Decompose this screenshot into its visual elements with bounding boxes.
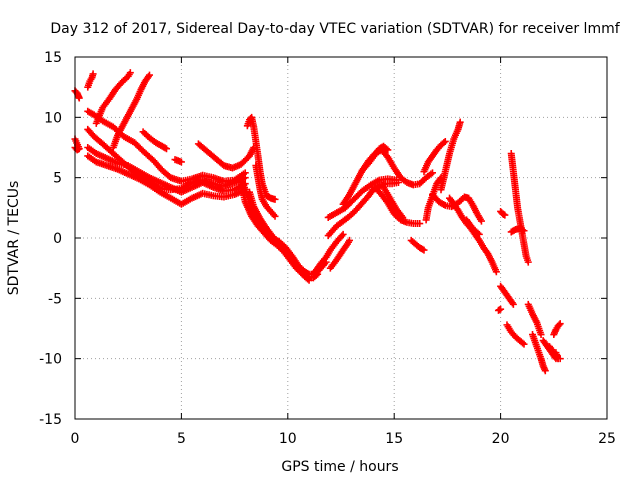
y-tick-label: -5 <box>48 291 62 307</box>
data-point <box>346 236 354 244</box>
data-point <box>524 258 532 266</box>
data-point <box>177 158 185 166</box>
series-track-10 <box>139 128 171 153</box>
data-point <box>541 367 549 375</box>
data-point <box>419 245 427 253</box>
x-axis-label: GPS time / hours <box>281 459 398 475</box>
data-point <box>338 232 346 240</box>
data-point <box>520 340 528 348</box>
series-track-18 <box>309 258 330 281</box>
data-point <box>271 195 279 203</box>
series-track-19 <box>326 236 354 272</box>
data-point <box>145 71 153 79</box>
data-point <box>392 176 400 184</box>
data-point <box>75 94 83 102</box>
series-track-31 <box>446 194 500 276</box>
series-track-43 <box>550 320 564 339</box>
series-track-38 <box>507 224 528 236</box>
data-point <box>416 220 424 228</box>
data-point <box>305 276 313 284</box>
y-tick-labels: -15 -10 -5 0 5 10 15 <box>39 50 62 428</box>
data-point <box>441 137 449 145</box>
chart-title: Day 312 of 2017, Sidereal Day-to-day VTE… <box>50 21 620 37</box>
series-track-21 <box>324 175 400 221</box>
y-tick-label: -10 <box>39 352 62 368</box>
series-track-44 <box>552 349 564 363</box>
data-point <box>475 230 483 238</box>
data-point <box>520 227 528 235</box>
data-point <box>440 139 448 147</box>
data-point <box>519 339 527 347</box>
y-axis-label: SDTVAR / TECUs <box>6 181 22 296</box>
series-track-25 <box>380 183 407 221</box>
series-track-8 <box>92 69 134 127</box>
y-tick-label: -15 <box>39 412 62 428</box>
series-track-23 <box>358 142 392 174</box>
data-point <box>271 212 279 220</box>
x-tick-label: 20 <box>492 431 510 447</box>
data-point <box>537 331 545 339</box>
series-track-34 <box>497 282 517 308</box>
data-point <box>89 70 97 78</box>
x-tick-label: 15 <box>385 431 403 447</box>
data-point <box>497 305 505 313</box>
data-point <box>509 300 517 308</box>
data-point <box>556 320 564 328</box>
y-tick-label: 10 <box>44 110 62 126</box>
data-point <box>339 230 347 238</box>
data-point <box>477 217 485 225</box>
series-track-12 <box>194 140 258 172</box>
series-track-29 <box>437 118 464 194</box>
data-point <box>126 69 134 77</box>
data-point <box>382 145 390 153</box>
data-point <box>456 118 464 126</box>
plot-frame <box>74 56 608 420</box>
y-tick-label: 15 <box>44 50 62 66</box>
series-track-35 <box>494 305 505 314</box>
data-point <box>161 144 169 152</box>
series-track-33 <box>497 207 509 219</box>
grid-lines <box>75 57 607 419</box>
x-tick-label: 5 <box>177 431 186 447</box>
data-point <box>519 226 527 234</box>
data-points <box>71 69 564 375</box>
data-point <box>492 268 500 276</box>
y-tick-label: 5 <box>53 171 62 187</box>
data-point <box>474 229 482 237</box>
series-track-9 <box>109 71 153 151</box>
data-point <box>420 246 428 254</box>
x-tick-label: 0 <box>71 431 80 447</box>
series-track-26 <box>407 236 428 254</box>
series-track-32 <box>463 216 483 238</box>
data-point <box>399 213 407 221</box>
data-point <box>144 73 152 81</box>
data-point <box>429 169 437 177</box>
x-tick-label: 10 <box>279 431 297 447</box>
series-track-30 <box>429 191 485 225</box>
x-tick-label: 25 <box>598 431 616 447</box>
data-point <box>556 355 564 363</box>
series-track-40 <box>529 331 549 375</box>
x-tick-labels: 0 5 10 15 20 25 <box>71 431 616 447</box>
series-track-27 <box>420 137 449 176</box>
y-tick-label: 0 <box>53 231 62 247</box>
series-track-16 <box>245 188 313 284</box>
data-point <box>384 146 392 154</box>
series-track-39 <box>524 300 545 339</box>
data-point <box>555 321 563 329</box>
data-point <box>163 145 171 153</box>
data-point <box>508 299 516 307</box>
series-track-17 <box>252 162 279 220</box>
series-track-20 <box>324 178 402 240</box>
data-point <box>304 275 312 283</box>
series-track-36 <box>503 321 528 348</box>
series-track-11 <box>171 156 185 166</box>
series-track-37 <box>507 150 532 266</box>
series-track-3 <box>84 70 97 91</box>
data-point <box>322 258 330 266</box>
data-point <box>501 211 509 219</box>
